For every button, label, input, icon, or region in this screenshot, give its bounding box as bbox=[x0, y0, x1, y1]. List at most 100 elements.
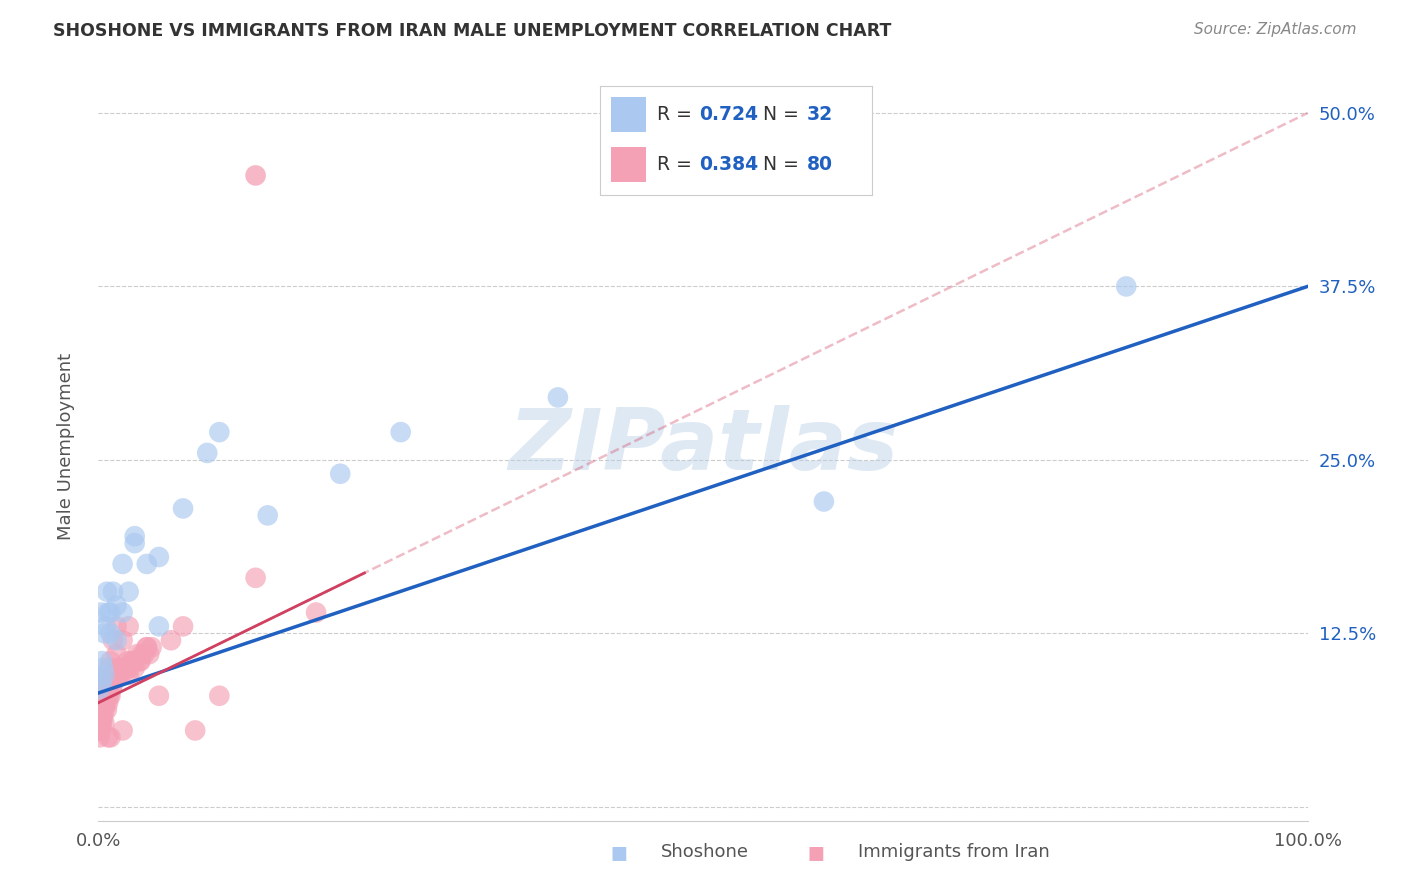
Point bbox=[129, 654, 152, 668]
Point bbox=[104, 668, 127, 682]
Point bbox=[305, 606, 328, 620]
Point bbox=[118, 619, 141, 633]
Point bbox=[89, 723, 111, 738]
Point bbox=[105, 619, 128, 633]
Point bbox=[118, 668, 141, 682]
Point bbox=[97, 681, 120, 696]
Point bbox=[98, 689, 121, 703]
Point bbox=[118, 661, 141, 675]
Point bbox=[329, 467, 352, 481]
Point bbox=[91, 696, 114, 710]
Point bbox=[208, 689, 231, 703]
Point bbox=[90, 696, 112, 710]
Point bbox=[108, 668, 131, 682]
Point bbox=[124, 529, 146, 543]
Point bbox=[1115, 279, 1137, 293]
Point bbox=[100, 681, 122, 696]
Point bbox=[135, 640, 157, 655]
Point bbox=[114, 661, 136, 675]
Point bbox=[90, 723, 112, 738]
Point bbox=[101, 584, 124, 599]
Point bbox=[124, 661, 146, 675]
Point bbox=[93, 626, 115, 640]
Point bbox=[813, 494, 835, 508]
Point bbox=[90, 703, 112, 717]
Text: ▪: ▪ bbox=[609, 838, 628, 866]
Point bbox=[91, 709, 114, 723]
Point bbox=[111, 633, 134, 648]
Point bbox=[105, 647, 128, 661]
Point bbox=[91, 674, 114, 689]
Point bbox=[245, 169, 267, 183]
Point bbox=[124, 536, 146, 550]
Point bbox=[91, 696, 114, 710]
Point bbox=[101, 633, 124, 648]
Point bbox=[111, 557, 134, 571]
Point bbox=[91, 716, 114, 731]
Point bbox=[94, 674, 117, 689]
Point bbox=[134, 647, 156, 661]
Point bbox=[107, 661, 129, 675]
Point bbox=[94, 619, 117, 633]
Point bbox=[98, 661, 121, 675]
Point bbox=[148, 689, 170, 703]
Point bbox=[172, 619, 194, 633]
Point bbox=[128, 654, 150, 668]
Point bbox=[172, 501, 194, 516]
Point bbox=[100, 626, 122, 640]
Point bbox=[90, 606, 112, 620]
Point bbox=[100, 654, 122, 668]
Point bbox=[96, 689, 118, 703]
Point bbox=[91, 654, 114, 668]
Point bbox=[89, 703, 111, 717]
Point bbox=[97, 731, 120, 745]
Point bbox=[98, 674, 121, 689]
Point bbox=[184, 723, 207, 738]
Point bbox=[127, 647, 149, 661]
Point bbox=[111, 606, 134, 620]
Point bbox=[93, 703, 115, 717]
Point bbox=[91, 661, 114, 675]
Point bbox=[111, 723, 134, 738]
Point bbox=[97, 696, 120, 710]
Point bbox=[89, 709, 111, 723]
Point bbox=[256, 508, 278, 523]
Point bbox=[105, 668, 128, 682]
Point bbox=[160, 633, 183, 648]
Point bbox=[141, 640, 163, 655]
Text: ZIPatlas: ZIPatlas bbox=[508, 404, 898, 488]
Point bbox=[90, 709, 112, 723]
Point bbox=[100, 674, 122, 689]
Point bbox=[91, 709, 114, 723]
Y-axis label: Male Unemployment: Male Unemployment bbox=[56, 352, 75, 540]
Point bbox=[100, 731, 122, 745]
Point bbox=[118, 584, 141, 599]
Point bbox=[90, 716, 112, 731]
Point bbox=[547, 391, 569, 405]
Point bbox=[138, 647, 160, 661]
Text: Shoshone: Shoshone bbox=[661, 843, 749, 861]
Point bbox=[131, 647, 153, 661]
Point bbox=[90, 681, 112, 696]
Point bbox=[93, 716, 115, 731]
Point bbox=[195, 446, 218, 460]
Point bbox=[96, 584, 118, 599]
Point bbox=[111, 661, 134, 675]
Point bbox=[96, 668, 118, 682]
Point bbox=[100, 689, 122, 703]
Point bbox=[89, 681, 111, 696]
Text: ▪: ▪ bbox=[806, 838, 825, 866]
Point bbox=[148, 619, 170, 633]
Text: SHOSHONE VS IMMIGRANTS FROM IRAN MALE UNEMPLOYMENT CORRELATION CHART: SHOSHONE VS IMMIGRANTS FROM IRAN MALE UN… bbox=[53, 22, 891, 40]
Point bbox=[91, 689, 114, 703]
Point bbox=[101, 668, 124, 682]
Point bbox=[97, 668, 120, 682]
Point bbox=[97, 606, 120, 620]
Point bbox=[245, 571, 267, 585]
Point bbox=[208, 425, 231, 439]
Point bbox=[93, 681, 115, 696]
Point bbox=[124, 654, 146, 668]
Point bbox=[148, 549, 170, 564]
Point bbox=[89, 716, 111, 731]
Point bbox=[89, 731, 111, 745]
